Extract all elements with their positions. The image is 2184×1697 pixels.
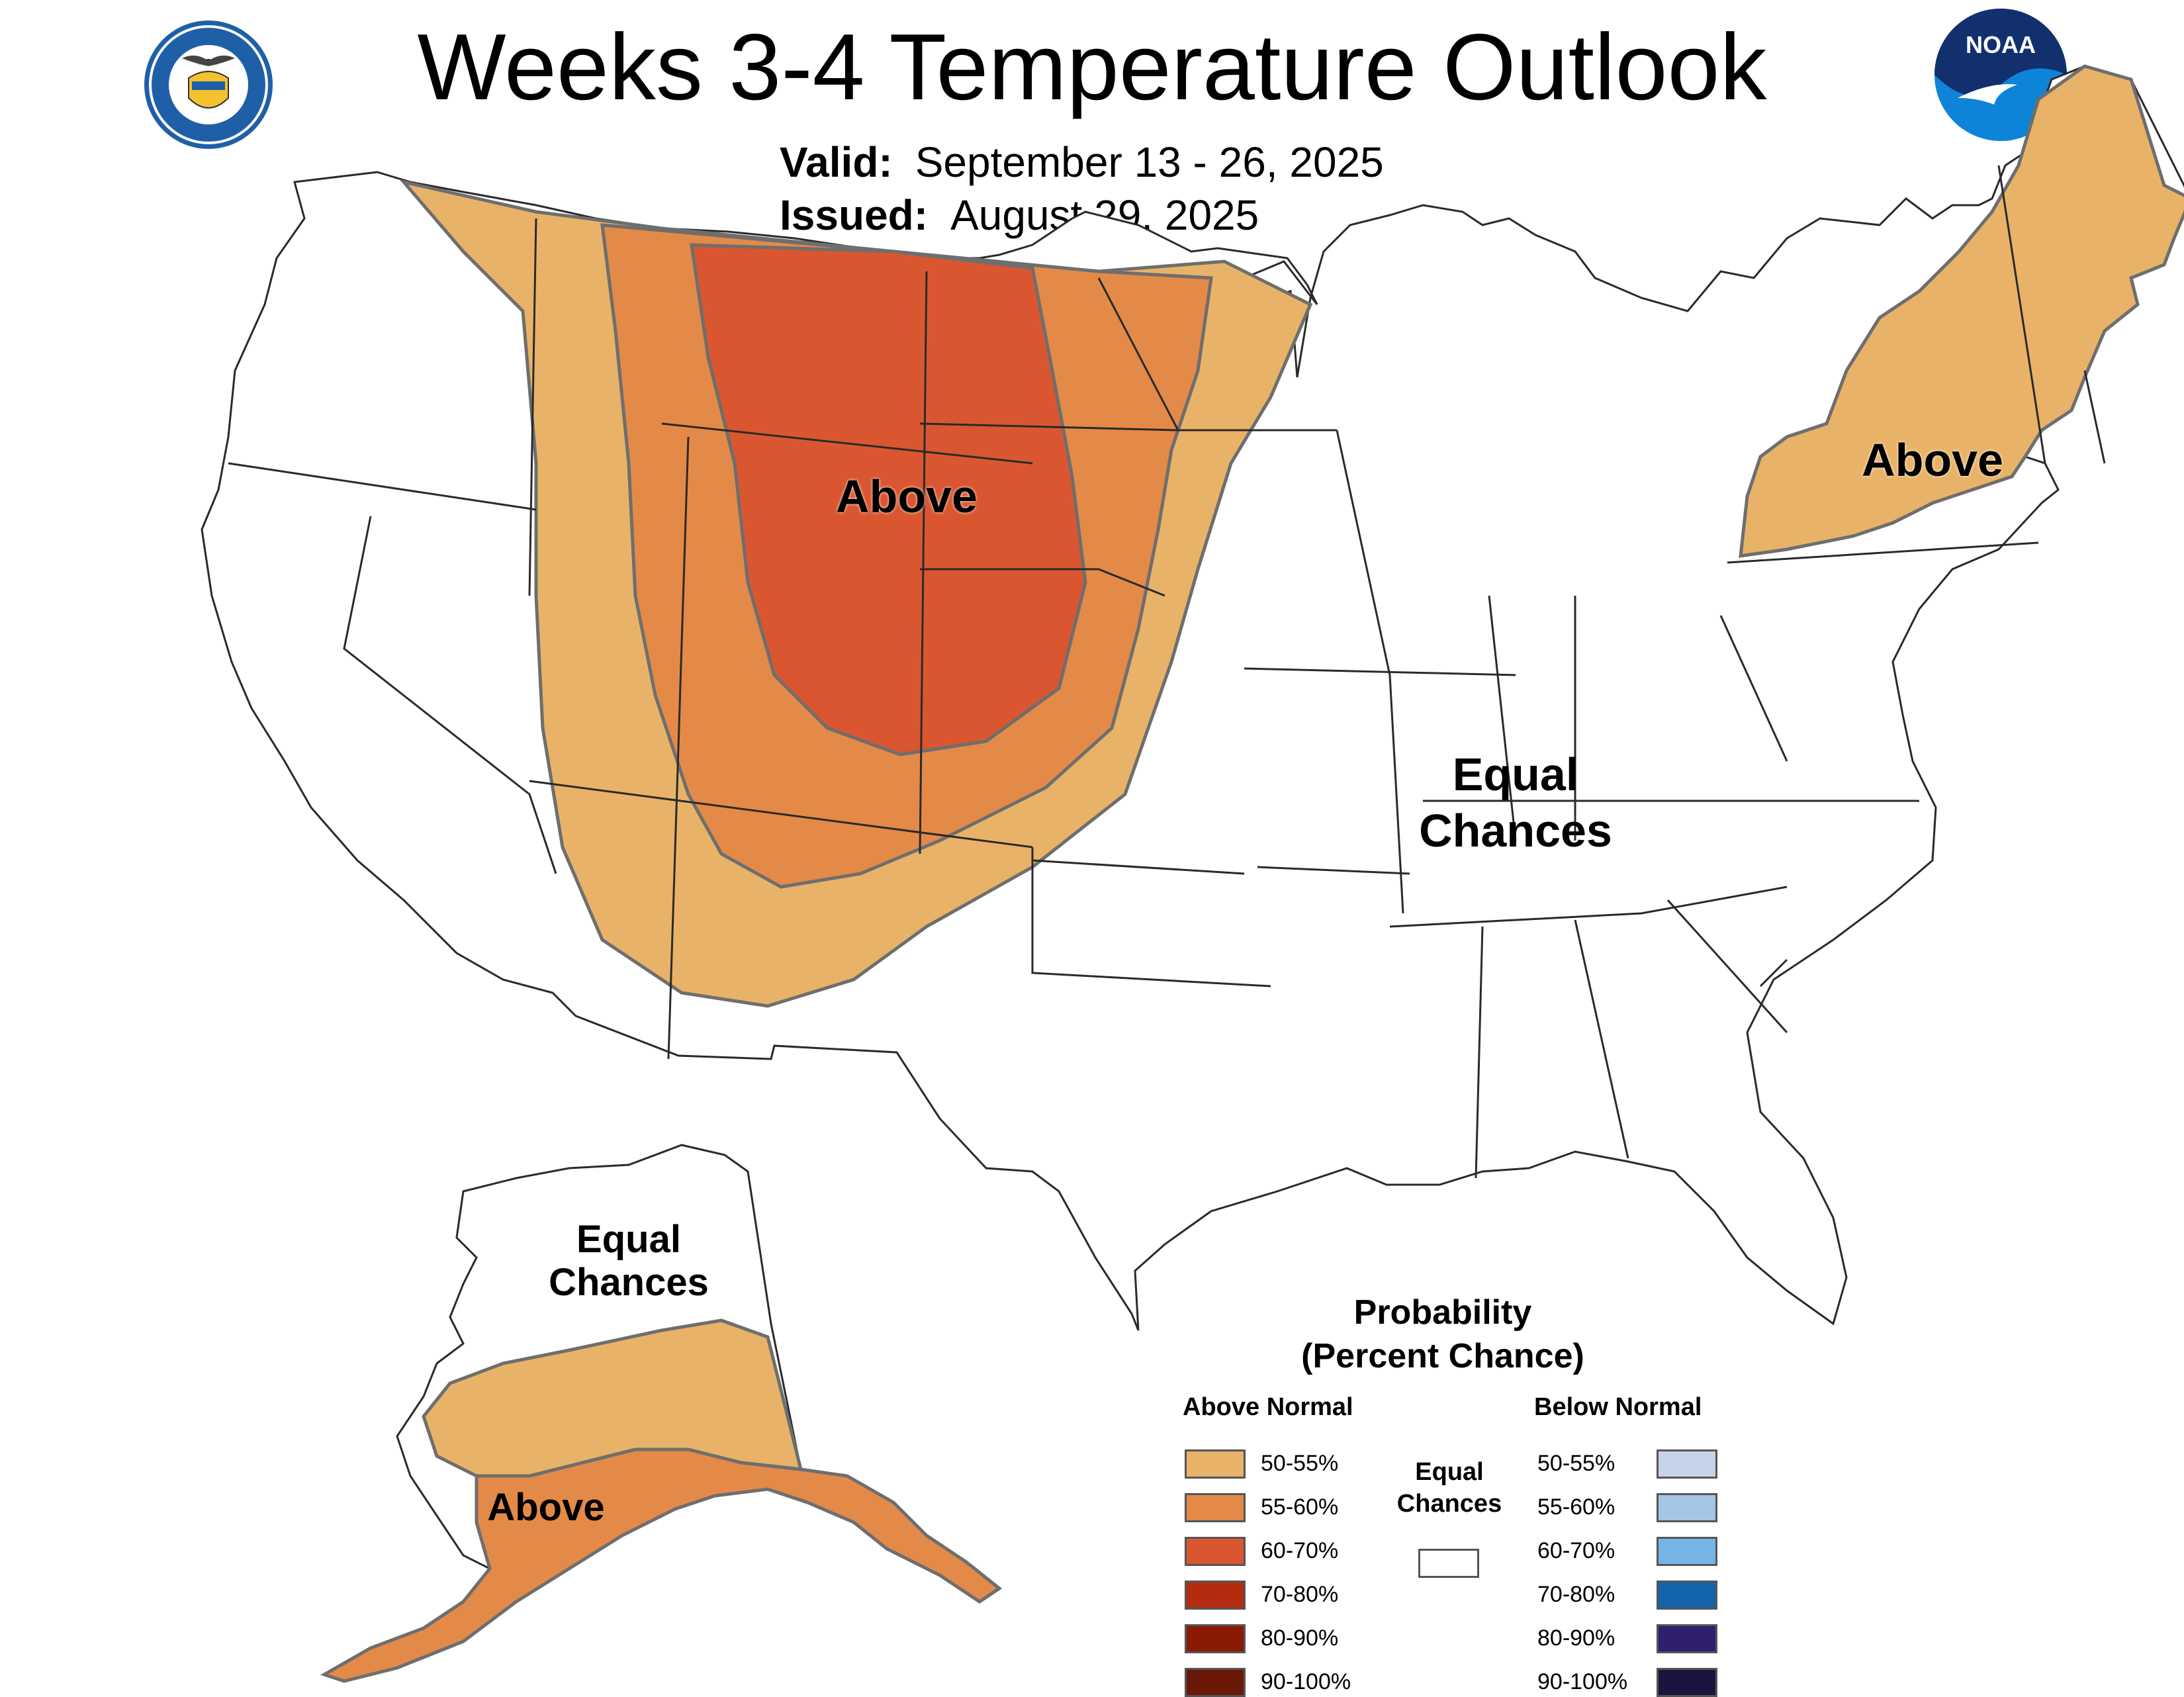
legend-above-swatch — [1185, 1493, 1246, 1522]
legend-above-header: Above Normal — [1183, 1393, 1353, 1421]
legend-above-label: 55-60% — [1261, 1494, 1339, 1520]
legend-below-swatch — [1657, 1668, 1717, 1697]
issued-label: Issued: — [780, 191, 929, 239]
legend-equal-chances-label: Equal Chances — [1383, 1456, 1516, 1520]
legend-equal-chances-swatch — [1418, 1549, 1479, 1578]
legend-below-swatch — [1657, 1537, 1717, 1566]
legend-below-label: 80-90% — [1537, 1626, 1615, 1651]
above-55-60-alaska-region — [320, 1447, 1003, 1683]
legend-above-label: 50-55% — [1261, 1451, 1339, 1476]
noaa-logo-text: NOAA — [1966, 31, 2036, 58]
label-equal-alaska-line1: Equal — [576, 1218, 681, 1261]
state-boundaries — [228, 165, 2106, 1179]
above-50-55-northeast-region — [1739, 64, 2184, 558]
legend-below-header: Below Normal — [1534, 1393, 1702, 1421]
label-above-west: Above — [836, 471, 978, 522]
label-equal-alaska-line2: Chances — [549, 1261, 709, 1304]
legend-title-line2: (Percent Chance) — [1301, 1337, 1584, 1375]
legend-below-label: 90-100% — [1537, 1669, 1628, 1694]
legend-above-swatch — [1185, 1581, 1246, 1610]
legend-above-label: 90-100% — [1261, 1669, 1351, 1694]
valid-dates: September 13 - 26, 2025 — [915, 138, 1384, 186]
legend-equal-line1: Equal — [1415, 1458, 1484, 1486]
legend-above-swatch — [1185, 1449, 1246, 1479]
legend-below-swatch — [1657, 1449, 1717, 1479]
legend-below-swatch — [1657, 1581, 1717, 1610]
valid-row: Valid: September 13 - 26, 2025 — [780, 136, 1384, 189]
label-above-alaska: Above — [487, 1486, 605, 1529]
legend-below-label: 55-60% — [1537, 1494, 1615, 1520]
legend-equal-line2: Chances — [1396, 1490, 1502, 1518]
legend-title-line1: Probability — [1353, 1293, 1532, 1332]
legend-above-label: 70-80% — [1261, 1582, 1339, 1607]
valid-label: Valid: — [780, 138, 893, 186]
above-60-70-west-region — [690, 243, 1087, 757]
noaa-logo-icon: NOAA — [1934, 9, 2067, 141]
legend-title: Probability (Percent Chance) — [1244, 1291, 1641, 1378]
label-equal-conus-line1: Equal — [1452, 749, 1579, 800]
legend-below-swatch — [1657, 1493, 1717, 1522]
map-title: Weeks 3-4 Temperature Outlook — [417, 15, 1767, 120]
legend-below-label: 70-80% — [1537, 1582, 1615, 1607]
legend-above-swatch — [1185, 1624, 1246, 1653]
legend-below-label: 60-70% — [1537, 1538, 1615, 1563]
department-of-commerce-seal-icon — [144, 21, 273, 149]
legend-above-label: 80-90% — [1261, 1626, 1339, 1651]
legend-above-label: 60-70% — [1261, 1538, 1339, 1563]
label-equal-conus-line2: Chances — [1419, 805, 1612, 856]
label-above-northeast: Above — [1862, 434, 2003, 486]
legend-below-swatch — [1657, 1624, 1717, 1653]
legend-above-swatch — [1185, 1537, 1246, 1566]
legend-below-label: 50-55% — [1537, 1451, 1615, 1476]
legend-above-swatch — [1185, 1668, 1246, 1697]
